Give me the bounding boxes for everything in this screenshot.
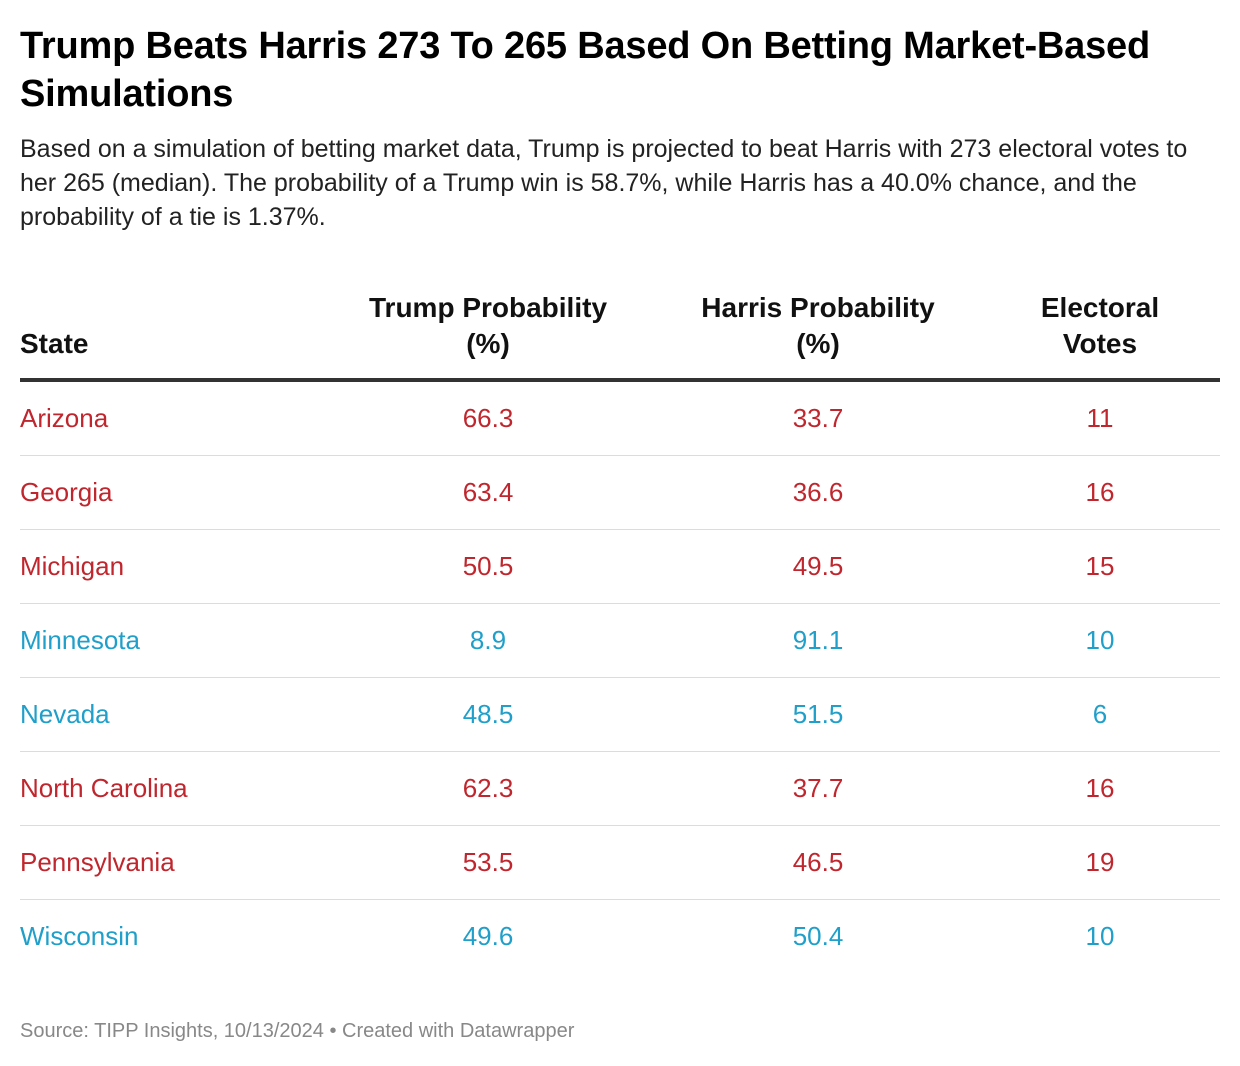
header-trump-probability[interactable]: Trump Probability (%) [320, 290, 656, 382]
harris-probability-cell: 37.7 [656, 751, 980, 826]
header-trump-probability-label: Trump Probability (%) [368, 292, 608, 359]
electoral-votes-cell: 19 [980, 825, 1220, 900]
harris-probability-cell: 33.7 [656, 380, 980, 456]
table-row: Arizona 66.3 33.7 11 [20, 380, 1220, 456]
electoral-votes-cell: 16 [980, 455, 1220, 530]
state-cell: Nevada [20, 677, 320, 752]
electoral-votes-cell: 6 [980, 677, 1220, 752]
data-table: State Trump Probability (%) Harris Proba… [20, 290, 1220, 973]
electoral-votes-cell: 16 [980, 751, 1220, 826]
header-electoral-votes[interactable]: Electoral Votes [980, 290, 1220, 382]
table-row: Georgia 63.4 36.6 16 [20, 455, 1220, 530]
harris-probability-cell: 46.5 [656, 825, 980, 900]
header-state[interactable]: State [20, 290, 320, 382]
table-row: Michigan 50.5 49.5 15 [20, 529, 1220, 604]
state-cell: North Carolina [20, 751, 320, 826]
electoral-votes-cell: 10 [1085, 921, 1115, 951]
harris-probability-cell: 51.5 [656, 677, 980, 752]
trump-probability-cell: 8.9 [320, 603, 656, 678]
electoral-votes-cell: 15 [980, 529, 1220, 604]
table-row: Pennsylvania 53.5 46.5 19 [20, 825, 1220, 900]
trump-probability-cell: 62.3 [320, 751, 656, 826]
trump-probability-cell: 48.5 [320, 677, 656, 752]
trump-probability-cell: 49.6 [462, 921, 514, 951]
trump-probability-cell: 53.5 [320, 825, 656, 900]
table-header-row: State Trump Probability (%) Harris Proba… [20, 290, 1220, 382]
harris-probability-cell: 36.6 [656, 455, 980, 530]
state-cell: Minnesota [20, 603, 320, 678]
table-row: North Carolina 62.3 37.7 16 [20, 751, 1220, 826]
state-cell: Georgia [20, 455, 320, 530]
trump-probability-cell: 50.5 [320, 529, 656, 604]
table-row: Minnesota 8.9 91.1 10 [20, 603, 1220, 678]
state-cell: Arizona [20, 380, 320, 456]
harris-probability-cell: 49.5 [656, 529, 980, 604]
source-footer: Source: TIPP Insights, 10/13/2024 • Crea… [20, 1020, 575, 1042]
table-row: Wisconsin 49.6 50.4 10 [20, 900, 1220, 974]
trump-probability-cell: 63.4 [320, 455, 656, 530]
harris-probability-cell: 91.1 [656, 603, 980, 678]
electoral-votes-cell: 11 [980, 380, 1220, 456]
trump-probability-cell: 66.3 [320, 380, 656, 456]
header-harris-probability[interactable]: Harris Probability (%) [656, 290, 980, 382]
chart-description: Based on a simulation of betting market … [20, 135, 1188, 231]
state-cell: Pennsylvania [20, 825, 320, 900]
harris-probability-cell: 50.4 [792, 921, 844, 951]
header-harris-probability-label: Harris Probability (%) [701, 292, 935, 359]
electoral-votes-cell: 10 [980, 603, 1220, 678]
table-row: Nevada 48.5 51.5 6 [20, 677, 1220, 752]
state-cell: Michigan [20, 529, 320, 604]
state-cell: Wisconsin [20, 921, 139, 951]
header-electoral-votes-label: Electoral Votes [1040, 292, 1160, 359]
chart-title: Trump Beats Harris 273 To 265 Based On B… [20, 25, 1150, 115]
